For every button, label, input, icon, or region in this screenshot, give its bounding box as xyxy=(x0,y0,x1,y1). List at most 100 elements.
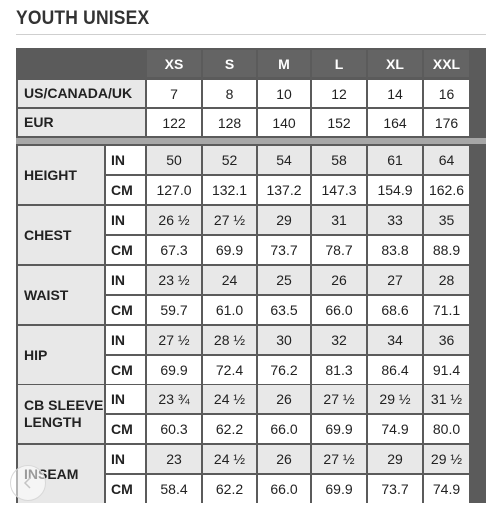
table-cell: 30 xyxy=(258,326,310,354)
table-cell: 32 xyxy=(312,326,366,354)
table-cell: 26 xyxy=(258,385,310,413)
table-cell: 154.9 xyxy=(368,176,422,204)
table-cell: 59.7 xyxy=(147,296,201,324)
unit-cm: CM xyxy=(106,296,145,324)
table-cell: 61 xyxy=(368,146,422,174)
table-cell: 14 xyxy=(368,80,422,107)
table-cell: 31 xyxy=(312,206,366,234)
measure-label-height: HEIGHT xyxy=(18,146,104,204)
size-header-xxl: XXL xyxy=(424,50,469,77)
size-header-l: L xyxy=(312,50,366,77)
table-cell: 29 xyxy=(368,445,422,473)
table-cell: 88.9 xyxy=(424,236,469,264)
table-cell: 81.3 xyxy=(312,356,366,384)
table-cell: 62.2 xyxy=(203,415,256,443)
table-cell: 69.9 xyxy=(203,236,256,264)
table-cell: 60.3 xyxy=(147,415,201,443)
unit-cm: CM xyxy=(106,415,145,443)
chevron-left-icon xyxy=(23,477,31,489)
measure-label-hip: HIP xyxy=(18,326,104,384)
table-cell: 29 xyxy=(258,206,310,234)
table-cell: 25 xyxy=(258,266,310,294)
table-cell: 28 xyxy=(424,266,469,294)
size-chart-table: XS S M L XL XXL US/CANADA/UK 7 8 10 12 14 16 EUR 122 12… xyxy=(16,48,486,503)
table-cell: 24 ½ xyxy=(203,385,256,413)
table-cell: 73.7 xyxy=(368,475,422,503)
unit-in: IN xyxy=(106,445,145,473)
title-divider xyxy=(16,34,486,35)
table-cell: 63.5 xyxy=(258,296,310,324)
table-cell: 127.0 xyxy=(147,176,201,204)
table-cell: 62.2 xyxy=(203,475,256,503)
table-cell: 36 xyxy=(424,326,469,354)
table-cell: 68.6 xyxy=(368,296,422,324)
table-cell: 23 ¾ xyxy=(147,385,201,413)
table-cell: 24 ½ xyxy=(203,445,256,473)
table-cell: 164 xyxy=(368,109,422,136)
table-cell: 61.0 xyxy=(203,296,256,324)
unit-cm: CM xyxy=(106,236,145,264)
unit-in: IN xyxy=(106,206,145,234)
table-cell: 27 xyxy=(368,266,422,294)
unit-in: IN xyxy=(106,146,145,174)
size-header-m: M xyxy=(258,50,310,77)
table-cell: 74.9 xyxy=(368,415,422,443)
row-label-eur: EUR xyxy=(18,109,145,136)
table-cell: 33 xyxy=(368,206,422,234)
table-cell: 66.0 xyxy=(258,415,310,443)
page-title: YOUTH UNISEX xyxy=(16,8,150,29)
previous-button[interactable] xyxy=(10,465,46,501)
table-cell: 54 xyxy=(258,146,310,174)
table-cell: 27 ½ xyxy=(312,385,366,413)
table-cell: 140 xyxy=(258,109,310,136)
table-cell: 29 ½ xyxy=(368,385,422,413)
measure-label-waist: WAIST xyxy=(18,266,104,324)
table-cell: 66.0 xyxy=(312,296,366,324)
table-cell: 78.7 xyxy=(312,236,366,264)
table-cell: 69.9 xyxy=(147,356,201,384)
table-cell: 50 xyxy=(147,146,201,174)
table-cell: 76.2 xyxy=(258,356,310,384)
table-cell: 147.3 xyxy=(312,176,366,204)
table-cell: 176 xyxy=(424,109,469,136)
table-cell: 74.9 xyxy=(424,475,469,503)
table-cell: 23 xyxy=(147,445,201,473)
table-cell: 69.9 xyxy=(312,475,366,503)
table-cell: 69.9 xyxy=(312,415,366,443)
table-cell: 91.4 xyxy=(424,356,469,384)
section-separator xyxy=(16,138,486,144)
unit-cm: CM xyxy=(106,176,145,204)
size-header-s: S xyxy=(203,50,256,77)
table-cell: 58.4 xyxy=(147,475,201,503)
table-cell: 83.8 xyxy=(368,236,422,264)
table-cell: 86.4 xyxy=(368,356,422,384)
unit-in: IN xyxy=(106,326,145,354)
table-cell: 137.2 xyxy=(258,176,310,204)
row-label-us-canada-uk: US/CANADA/UK xyxy=(18,80,145,107)
table-cell: 34 xyxy=(368,326,422,354)
table-cell: 24 xyxy=(203,266,256,294)
table-cell: 35 xyxy=(424,206,469,234)
table-cell: 122 xyxy=(147,109,201,136)
table-cell: 162.6 xyxy=(424,176,469,204)
table-cell: 28 ½ xyxy=(203,326,256,354)
size-header-xs: XS xyxy=(147,50,201,77)
table-cell: 80.0 xyxy=(424,415,469,443)
table-cell: 58 xyxy=(312,146,366,174)
table-cell: 26 ½ xyxy=(147,206,201,234)
table-cell: 8 xyxy=(203,80,256,107)
measure-label-chest: CHEST xyxy=(18,206,104,264)
table-cell: 128 xyxy=(203,109,256,136)
table-cell: 7 xyxy=(147,80,201,107)
table-cell: 23 ½ xyxy=(147,266,201,294)
table-cell: 27 ½ xyxy=(147,326,201,354)
table-cell: 132.1 xyxy=(203,176,256,204)
unit-cm: CM xyxy=(106,475,145,503)
table-cell: 64 xyxy=(424,146,469,174)
table-cell: 67.3 xyxy=(147,236,201,264)
unit-in: IN xyxy=(106,385,145,413)
table-cell: 26 xyxy=(312,266,366,294)
table-cell: 72.4 xyxy=(203,356,256,384)
table-cell: 66.0 xyxy=(258,475,310,503)
measure-label-cb-sleeve-length: CB SLEEVE LENGTH xyxy=(18,385,104,443)
